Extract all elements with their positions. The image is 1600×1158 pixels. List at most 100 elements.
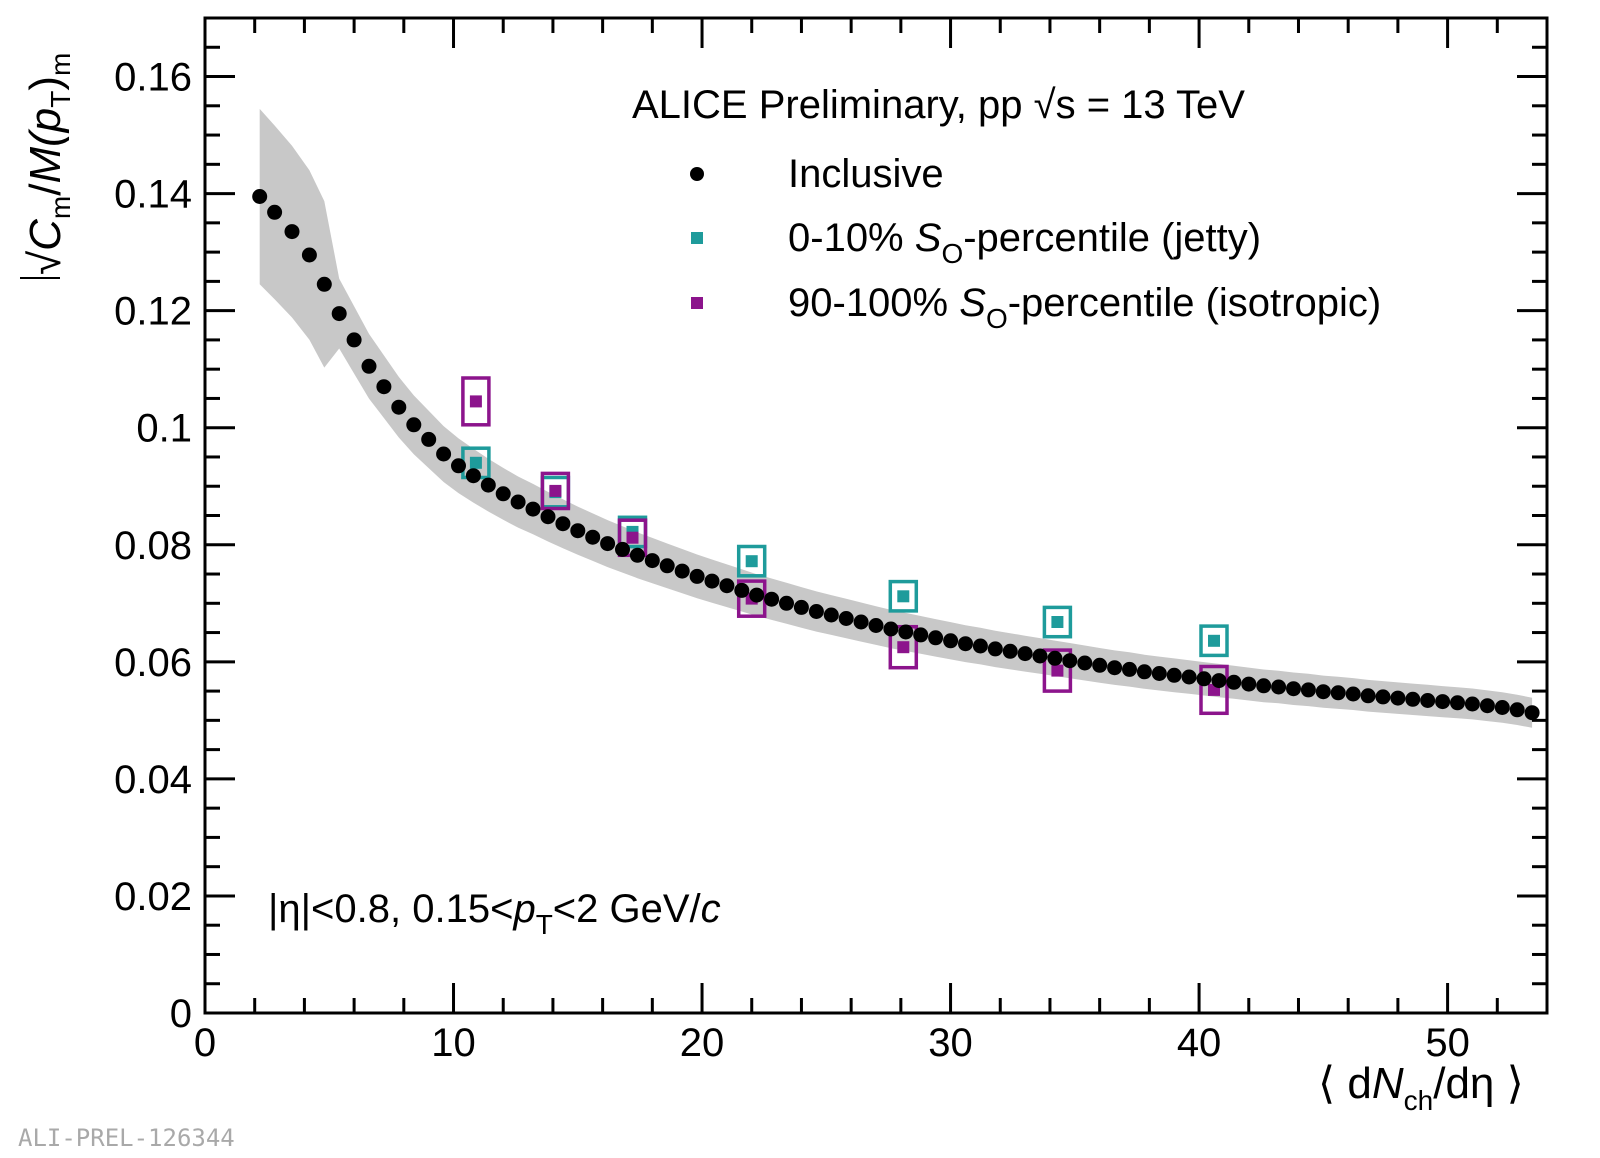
y-tick-label: 0.1 xyxy=(136,407,192,451)
isotropic-syst-box xyxy=(461,376,491,427)
inclusive-point xyxy=(1509,702,1525,718)
legend-marker-isotropic xyxy=(691,297,703,309)
inclusive-point xyxy=(764,591,780,607)
inclusive-point xyxy=(958,636,973,652)
x-title-close: /dη ⟩ xyxy=(1433,1059,1524,1108)
inclusive-point xyxy=(689,568,705,584)
inclusive-point xyxy=(1047,650,1063,666)
y-title-sub-m2: m xyxy=(45,53,76,76)
inclusive-point xyxy=(510,494,526,510)
legend-label-jetty: 0-10% SO-percentile (jetty) xyxy=(788,216,1261,269)
inclusive-point xyxy=(987,641,1003,657)
inclusive-point xyxy=(1136,664,1152,680)
series-layer xyxy=(252,189,1540,721)
legend-label-inclusive: Inclusive xyxy=(788,152,944,196)
legend-jetty-sub: O xyxy=(941,238,963,269)
inclusive-point xyxy=(1181,669,1197,685)
jetty-syst-box xyxy=(1042,605,1073,639)
legend-jetty-suffix: -percentile (jetty) xyxy=(963,216,1261,260)
x-tick-label: 0 xyxy=(194,1021,216,1065)
y-tick-label: 0.14 xyxy=(114,173,192,217)
inclusive-point xyxy=(674,563,690,579)
inclusive-point xyxy=(913,627,929,643)
legend-marker-inclusive xyxy=(690,167,704,181)
isotropic-point xyxy=(1051,664,1064,677)
inclusive-point xyxy=(972,638,988,654)
jetty-syst-box xyxy=(888,579,919,613)
y-tick-label: 0 xyxy=(170,992,192,1036)
inclusive-point xyxy=(525,501,541,517)
inclusive-point xyxy=(1405,691,1421,707)
inclusive-point xyxy=(570,523,586,539)
inclusive-point xyxy=(1166,667,1182,683)
watermark: ALI-PREL-126344 xyxy=(18,1124,235,1152)
legend-jetty-s: S xyxy=(915,216,942,260)
y-title-c: C xyxy=(21,218,70,251)
inclusive-point xyxy=(853,614,869,630)
inclusive-point xyxy=(1375,689,1391,705)
inclusive-point xyxy=(1390,690,1406,706)
y-tick-label: 0.02 xyxy=(114,875,192,919)
inclusive-point xyxy=(301,247,317,263)
y-title-sub-t: T xyxy=(45,91,76,108)
x-tick-label: 20 xyxy=(680,1021,725,1065)
x-tick-label: 50 xyxy=(1425,1021,1470,1065)
legend-header: ALICE Preliminary, pp √s = 13 TeV xyxy=(632,83,1245,127)
y-tick-label: 0.06 xyxy=(114,641,192,685)
inclusive-point xyxy=(1360,688,1376,704)
inclusive-point xyxy=(480,477,496,493)
inclusive-point xyxy=(1107,660,1123,676)
legend-marker-jetty xyxy=(691,232,703,244)
inclusive-point xyxy=(659,558,675,574)
isotropic-point xyxy=(897,641,910,654)
y-title-root: √ xyxy=(21,250,70,275)
inclusive-point xyxy=(868,618,884,633)
inclusive-point xyxy=(1494,700,1510,715)
x-tick-label: 30 xyxy=(928,1021,973,1065)
jetty-point xyxy=(1208,634,1220,647)
annotation-sub-t: T xyxy=(536,909,553,940)
inclusive-point xyxy=(1196,671,1212,687)
inclusive-point xyxy=(749,587,765,603)
y-title-close: ) xyxy=(21,76,70,91)
inclusive-point xyxy=(1464,696,1480,712)
legend: ALICE Preliminary, pp √s = 13 TeV Inclus… xyxy=(632,83,1381,334)
y-tick-label: 0.16 xyxy=(114,56,192,100)
inclusive-point xyxy=(1002,643,1018,659)
inclusive-point xyxy=(808,604,824,619)
inclusive-point xyxy=(719,578,735,594)
inclusive-point xyxy=(600,536,616,552)
inclusive-point xyxy=(1524,705,1540,721)
annotation-pre: |η|<0.8, 0.15< xyxy=(268,887,513,931)
y-tick-label: 0.12 xyxy=(114,290,192,334)
inclusive-point xyxy=(734,582,750,598)
x-tick-label: 10 xyxy=(431,1021,476,1065)
inclusive-point xyxy=(1241,676,1257,692)
jetty-point xyxy=(745,555,758,568)
legend-iso-sub: O xyxy=(986,303,1008,334)
isotropic-syst-box xyxy=(1199,664,1229,716)
inclusive-point xyxy=(1435,694,1451,710)
isotropic-point xyxy=(626,531,639,544)
annotation-p: p xyxy=(512,887,535,931)
annotation-post: <2 GeV/ xyxy=(553,887,702,931)
isotropic-point xyxy=(549,484,562,497)
inclusive-point xyxy=(540,509,556,525)
legend-label-isotropic: 90-100% SO-percentile (isotropic) xyxy=(788,281,1381,334)
inclusive-point xyxy=(267,204,283,220)
inclusive-point xyxy=(252,189,268,204)
inclusive-point xyxy=(1330,685,1346,701)
inclusive-point xyxy=(1315,684,1331,700)
y-title-sub-m: m xyxy=(45,196,76,219)
y-axis-title: √Cm/M(pT)m xyxy=(21,53,76,275)
y-tick-label: 0.04 xyxy=(114,758,192,802)
tick-label-layer: 0 10 20 30 40 50 0 0.02 0.04 0.06 0.08 0.1 0.12 0.14 0… xyxy=(114,56,1470,1065)
legend-jetty-prefix: 0-10% xyxy=(788,216,904,260)
tick-layer xyxy=(203,16,1549,1015)
x-title-sub-ch: ch xyxy=(1404,1085,1434,1116)
inclusive-point xyxy=(406,417,422,433)
isotropic-syst-box xyxy=(540,471,571,511)
inclusive-point xyxy=(1092,657,1108,673)
jetty-syst-box xyxy=(1199,624,1229,658)
